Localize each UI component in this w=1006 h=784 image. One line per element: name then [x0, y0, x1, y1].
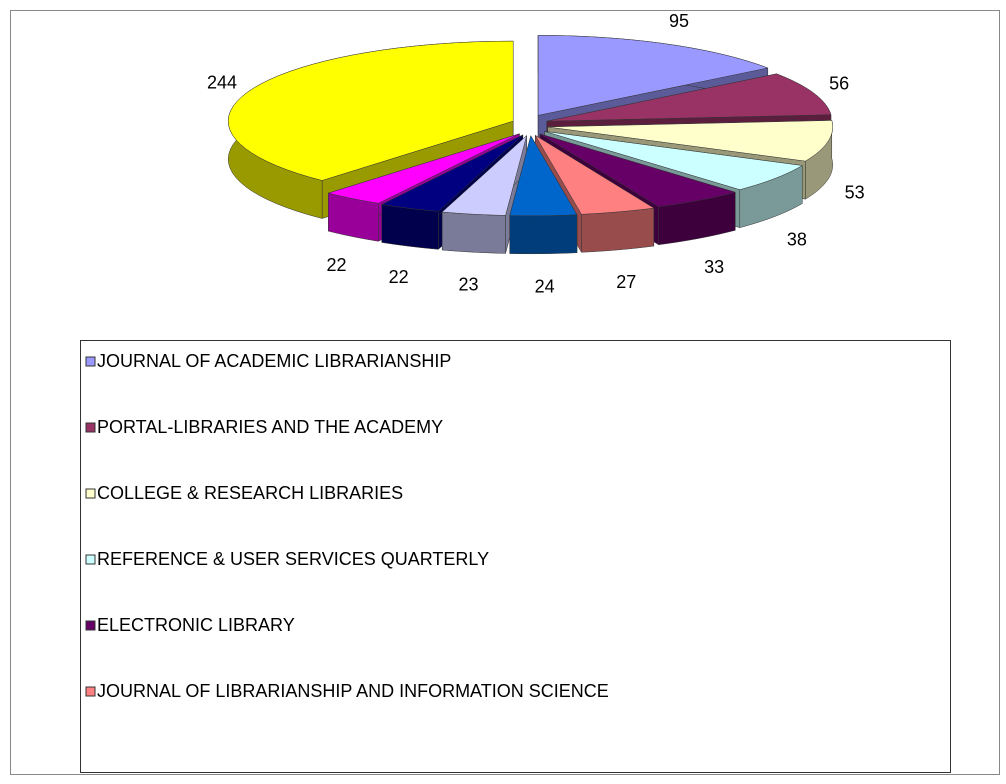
data-label: 38: [787, 229, 807, 249]
data-label: 53: [845, 182, 865, 202]
slice: [441, 134, 528, 216]
data-label: 22: [389, 267, 409, 287]
slice: [509, 135, 578, 217]
data-label: 23: [459, 275, 479, 295]
legend-label: PORTAL-LIBRARIES AND THE ACADEMY: [97, 417, 443, 437]
slice-side: [509, 214, 578, 255]
data-label: 24: [535, 277, 555, 297]
slice: [546, 73, 832, 122]
data-label: 56: [829, 74, 849, 94]
legend-label: REFERENCE & USER SERVICES QUARTERLY: [97, 549, 489, 569]
data-label: 244: [207, 72, 237, 92]
legend-label: COLLEGE & RESEARCH LIBRARIES: [97, 483, 403, 503]
data-label: 95: [669, 11, 689, 31]
legend-box: [80, 340, 951, 773]
legend-swatch: [85, 686, 96, 697]
slice: [544, 131, 803, 190]
slice: [327, 133, 520, 204]
legend-swatch: [85, 422, 96, 433]
slice: [535, 135, 655, 215]
legend-swatch: [85, 620, 96, 631]
legend-swatch: [85, 356, 96, 367]
slice: [537, 35, 769, 116]
slice: [227, 40, 514, 181]
data-label: 22: [327, 255, 347, 275]
legend-swatch: [85, 554, 96, 565]
slice: [380, 134, 524, 212]
slice-side: [441, 211, 506, 254]
legend-swatch: [85, 488, 96, 499]
legend-label: JOURNAL OF ACADEMIC LIBRARIANSHIP: [97, 351, 451, 371]
slice-side: [581, 207, 655, 253]
data-label: 33: [704, 257, 724, 277]
slice-side: [381, 204, 439, 250]
slice: [547, 120, 833, 162]
data-label: 27: [616, 272, 636, 292]
legend-label: ELECTRONIC LIBRARY: [97, 615, 295, 635]
slice: [539, 133, 737, 207]
legend-label: JOURNAL OF LIBRARIANSHIP AND INFORMATION…: [97, 681, 609, 701]
